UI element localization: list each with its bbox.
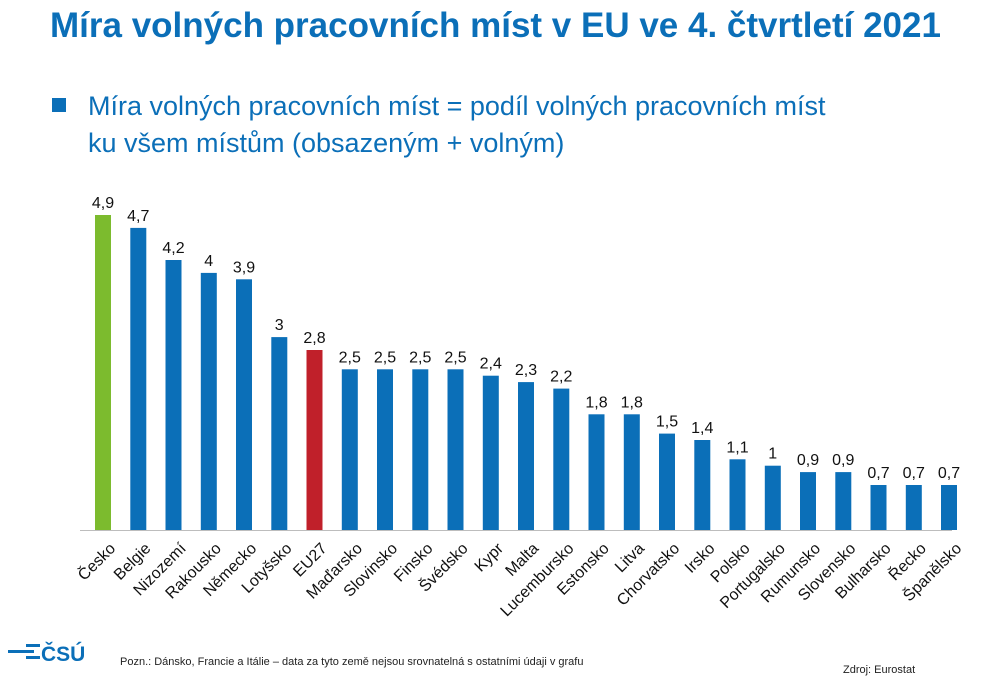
value-label-24: 0,7 — [903, 465, 925, 482]
bar-8 — [341, 369, 358, 530]
value-label-9: 2,5 — [374, 349, 396, 366]
definition-line-1: Míra volných pracovních míst = podíl vol… — [88, 91, 826, 121]
value-label-23: 0,7 — [867, 465, 889, 482]
bar-18 — [694, 440, 711, 530]
bar-3 — [165, 260, 182, 530]
value-label-3: 4,2 — [162, 240, 184, 257]
value-label-8: 2,5 — [339, 349, 361, 366]
value-label-2: 4,7 — [127, 208, 149, 225]
bar-12 — [482, 375, 499, 530]
value-label-19: 1,1 — [726, 439, 748, 456]
value-label-13: 2,3 — [515, 362, 537, 379]
definition-line-2: ku všem místům (obsazeným + volným) — [88, 128, 565, 158]
value-label-17: 1,5 — [656, 414, 678, 431]
bar-1 — [95, 215, 111, 530]
category-label-1: Česko — [74, 539, 120, 585]
value-label-18: 1,4 — [691, 420, 713, 437]
bar-22 — [835, 472, 852, 530]
bar-2 — [130, 227, 147, 530]
square-bullet-icon — [52, 98, 66, 112]
bar-7 — [306, 350, 323, 530]
bar-9 — [377, 369, 393, 530]
bar-25 — [941, 485, 957, 530]
bar-4 — [200, 272, 217, 530]
value-labels-group: 4,9 4,7 4,2 4 3,9 3 2,8 2,5 2,5 2,5 2,5 2,4 2,3 2,2 1,… — [92, 195, 960, 482]
value-label-20: 1 — [768, 446, 777, 463]
value-label-11: 2,5 — [444, 349, 466, 366]
source-note: Zdroj: Eurostat — [843, 664, 916, 676]
bar-10 — [412, 369, 429, 530]
bar-11 — [447, 369, 464, 530]
bar-17 — [659, 433, 675, 530]
value-label-25: 0,7 — [938, 465, 960, 482]
bar-13 — [518, 382, 534, 530]
value-label-16: 1,8 — [621, 394, 643, 411]
value-label-12: 2,4 — [480, 356, 502, 373]
bar-6 — [271, 337, 288, 530]
bar-15 — [588, 414, 605, 530]
value-label-4: 4 — [204, 253, 213, 270]
csu-logo: ČSÚ — [8, 642, 85, 666]
bar-21 — [800, 472, 816, 530]
bar-19 — [729, 459, 746, 530]
footnote: Pozn.: Dánsko, Francie a Itálie – data z… — [120, 656, 584, 668]
bar-20 — [764, 465, 781, 530]
value-label-6: 3 — [275, 317, 284, 334]
value-label-1: 4,9 — [92, 195, 114, 212]
bar-23 — [870, 485, 887, 530]
bars-group — [95, 215, 957, 530]
value-label-22: 0,9 — [832, 452, 854, 469]
logo-text: ČSÚ — [41, 642, 85, 666]
definition-text: Míra volných pracovních míst = podíl vol… — [88, 88, 952, 162]
logo-lines-icon — [8, 644, 40, 659]
page-title: Míra volných pracovních míst v EU ve 4. … — [50, 6, 941, 45]
bar-16 — [623, 414, 640, 530]
value-label-14: 2,2 — [550, 369, 572, 386]
bar-5 — [236, 279, 252, 530]
definition-bullet: Míra volných pracovních míst = podíl vol… — [52, 88, 952, 162]
category-labels-group: ČeskoBelgieNizozemíRakouskoNěmeckoLotyšs… — [74, 539, 966, 620]
category-label-12: Kypr — [472, 540, 508, 576]
value-label-21: 0,9 — [797, 452, 819, 469]
bar-24 — [905, 485, 922, 530]
bar-14 — [553, 388, 570, 530]
value-label-5: 3,9 — [233, 259, 255, 276]
value-label-15: 1,8 — [585, 394, 607, 411]
value-label-7: 2,8 — [303, 330, 325, 347]
value-label-10: 2,5 — [409, 349, 431, 366]
